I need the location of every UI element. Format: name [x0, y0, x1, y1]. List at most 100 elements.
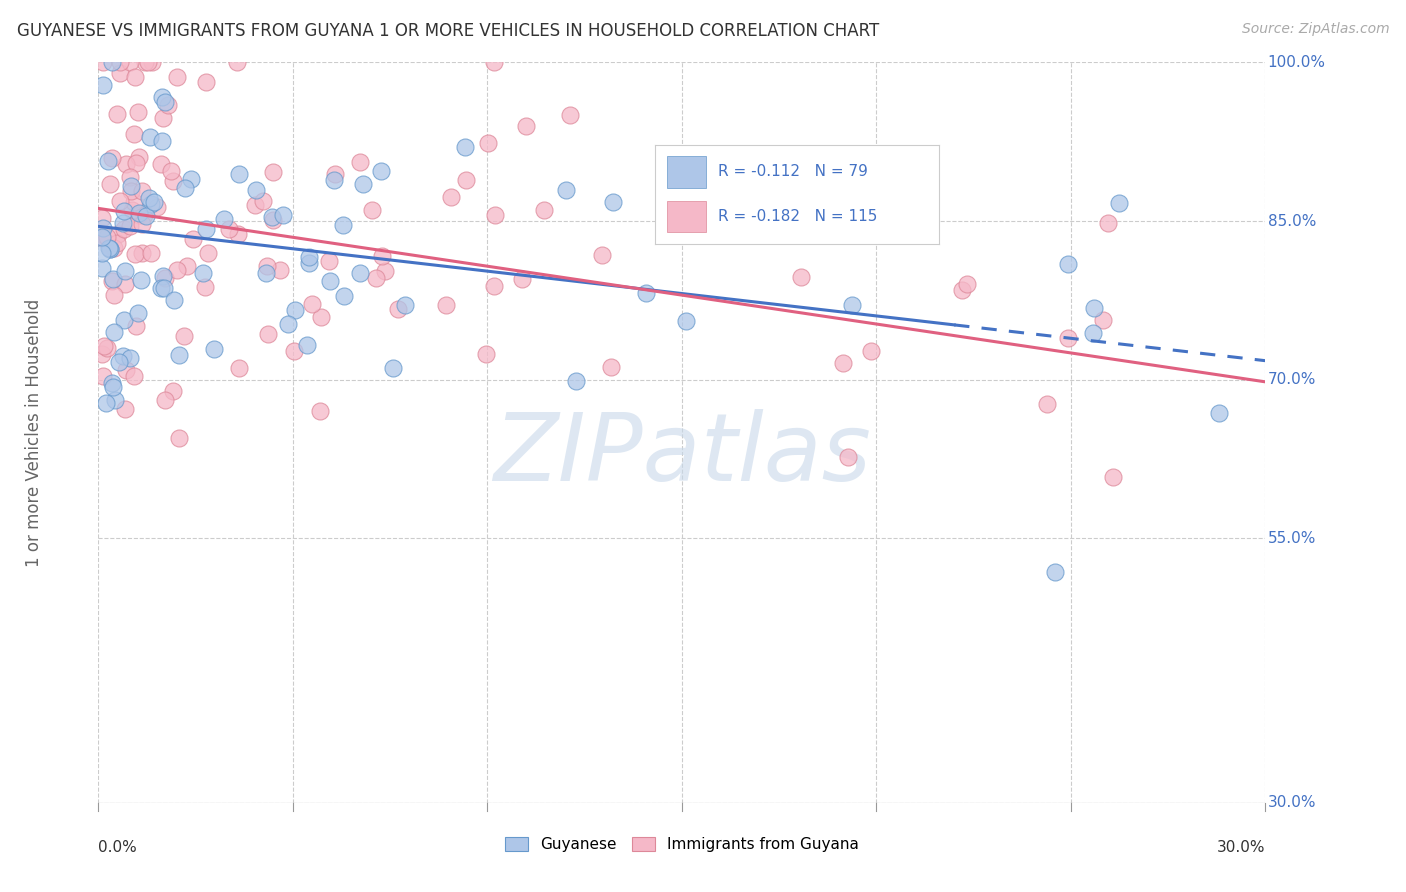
- Point: [262, 212, 284, 227]
- Point: [173, 328, 195, 343]
- Point: [591, 248, 613, 262]
- Point: [228, 227, 250, 241]
- Point: [318, 254, 340, 268]
- Point: [120, 55, 142, 70]
- Text: 55.0%: 55.0%: [1268, 531, 1316, 546]
- Point: [256, 266, 278, 280]
- Point: [114, 277, 136, 291]
- Point: [124, 246, 146, 260]
- Point: [152, 111, 174, 125]
- Point: [434, 298, 457, 312]
- Point: [96, 154, 118, 169]
- Point: [142, 194, 165, 209]
- Point: [101, 379, 124, 393]
- Point: [118, 219, 141, 233]
- Point: [194, 75, 217, 89]
- Legend: Guyanese, Immigrants from Guyana: Guyanese, Immigrants from Guyana: [499, 830, 865, 858]
- Point: [103, 325, 125, 339]
- Point: [212, 212, 235, 227]
- Point: [510, 271, 533, 285]
- Text: R = -0.112   N = 79: R = -0.112 N = 79: [717, 164, 868, 179]
- Point: [131, 184, 153, 198]
- Point: [332, 219, 354, 233]
- Point: [124, 70, 146, 84]
- Point: [128, 206, 150, 220]
- Point: [176, 259, 198, 273]
- Point: [135, 210, 157, 224]
- Point: [370, 164, 392, 178]
- Point: [228, 167, 250, 181]
- Point: [105, 235, 128, 250]
- Point: [841, 298, 863, 312]
- Point: [162, 384, 184, 398]
- Point: [134, 55, 156, 70]
- Point: [111, 349, 134, 363]
- Point: [111, 216, 134, 230]
- Point: [131, 217, 153, 231]
- Point: [832, 356, 855, 370]
- Point: [91, 78, 114, 92]
- Point: [152, 268, 174, 283]
- Point: [349, 155, 371, 169]
- Point: [139, 245, 162, 260]
- Point: [456, 173, 478, 187]
- Point: [98, 178, 121, 192]
- Point: [256, 259, 278, 273]
- Bar: [666, 156, 706, 187]
- Point: [101, 274, 124, 288]
- Text: 1 or more Vehicles in Household: 1 or more Vehicles in Household: [25, 299, 44, 566]
- Point: [370, 249, 392, 263]
- Point: [173, 180, 195, 194]
- Point: [374, 264, 396, 278]
- Point: [332, 289, 354, 303]
- Point: [166, 70, 188, 84]
- Point: [366, 271, 388, 285]
- Point: [225, 55, 247, 70]
- Point: [100, 55, 122, 70]
- Point: [138, 191, 160, 205]
- Text: 70.0%: 70.0%: [1268, 372, 1316, 387]
- Point: [110, 65, 132, 79]
- Point: [127, 305, 149, 319]
- Point: [1108, 196, 1130, 211]
- Point: [284, 302, 307, 317]
- Point: [349, 266, 371, 280]
- Point: [262, 165, 284, 179]
- Point: [600, 359, 623, 374]
- Point: [515, 120, 537, 134]
- Point: [125, 156, 148, 170]
- Point: [1045, 565, 1067, 579]
- Point: [748, 157, 770, 171]
- Point: [124, 369, 146, 384]
- Point: [153, 270, 176, 285]
- Point: [1102, 469, 1125, 483]
- Point: [120, 178, 142, 193]
- Point: [477, 136, 499, 150]
- Point: [108, 355, 131, 369]
- Point: [195, 222, 218, 236]
- Text: 85.0%: 85.0%: [1268, 213, 1316, 228]
- Point: [298, 250, 321, 264]
- Point: [675, 314, 697, 328]
- Point: [352, 177, 374, 191]
- Point: [243, 198, 266, 212]
- Text: 30.0%: 30.0%: [1218, 840, 1265, 855]
- Point: [191, 266, 214, 280]
- Point: [128, 207, 150, 221]
- Point: [162, 174, 184, 188]
- Point: [319, 274, 342, 288]
- Point: [202, 343, 225, 357]
- Point: [153, 281, 176, 295]
- Point: [565, 374, 588, 388]
- Point: [103, 288, 125, 302]
- Point: [533, 203, 555, 218]
- Point: [149, 156, 172, 170]
- Point: [118, 169, 141, 184]
- Point: [1091, 313, 1114, 327]
- Point: [163, 293, 186, 307]
- Point: [108, 194, 131, 209]
- Point: [1208, 406, 1230, 420]
- Point: [245, 182, 267, 196]
- Text: 0.0%: 0.0%: [98, 840, 138, 855]
- Point: [482, 278, 505, 293]
